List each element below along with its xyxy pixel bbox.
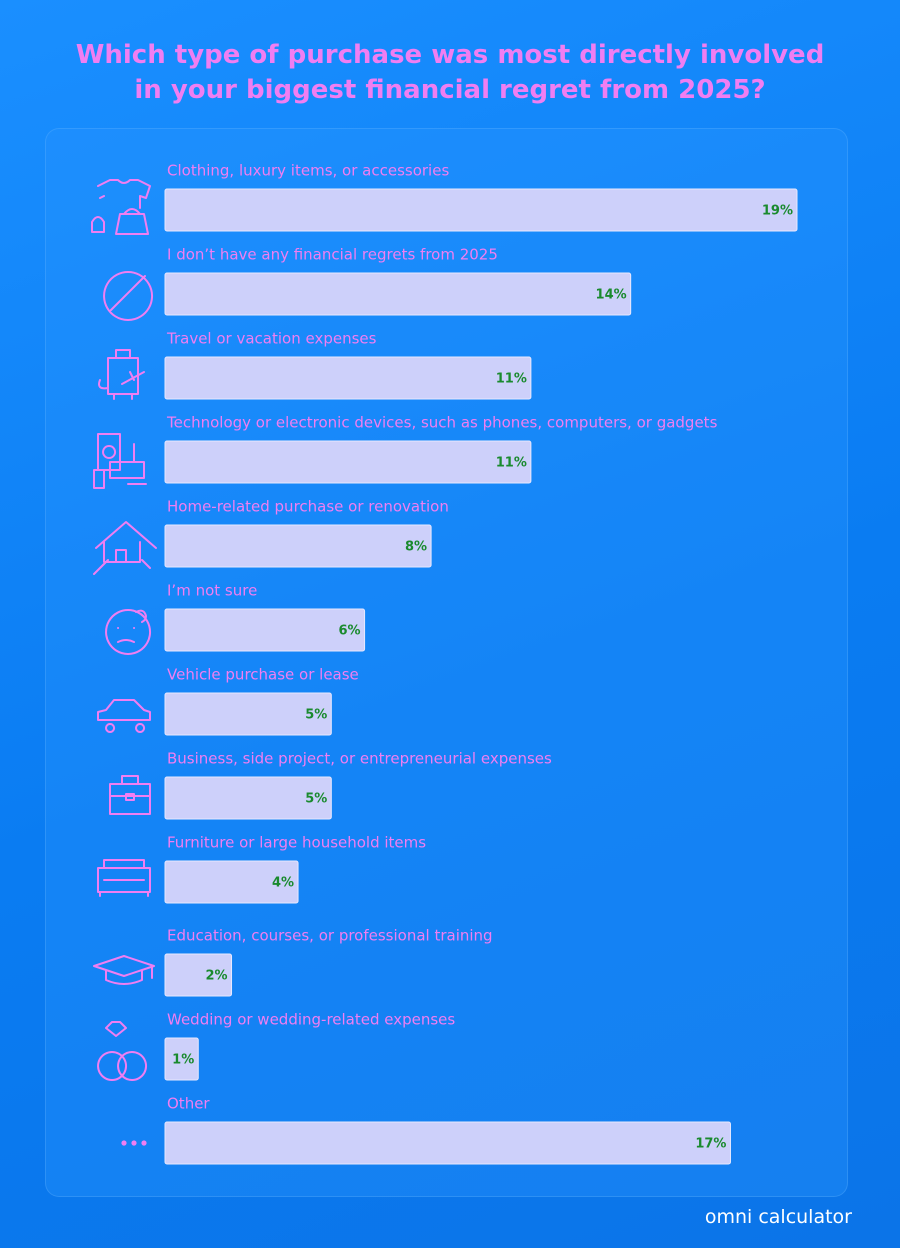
category-icon (121, 1140, 127, 1146)
value-label: 11% (496, 456, 527, 471)
category-icon (131, 1140, 137, 1146)
value-label: 19% (762, 204, 793, 219)
category-icon (97, 1021, 148, 1081)
bar (164, 692, 332, 736)
bar (164, 356, 532, 400)
value-label: 1% (172, 1053, 194, 1068)
category-label: Clothing, luxury items, or accessories (167, 162, 449, 180)
value-label: 17% (695, 1137, 726, 1152)
category-label: I’m not sure (167, 582, 257, 600)
category-label: Furniture or large household items (167, 834, 426, 852)
value-label: 2% (205, 969, 227, 984)
category-icon (103, 271, 154, 321)
category-label: Other (167, 1095, 210, 1113)
category-label: Travel or vacation expenses (166, 330, 377, 348)
category-icon (109, 775, 151, 815)
bar (164, 524, 432, 568)
category-icon (97, 859, 151, 897)
value-label: 4% (272, 876, 294, 891)
bar (164, 1121, 731, 1165)
category-icon (105, 609, 152, 655)
bar (164, 860, 299, 904)
value-label: 11% (496, 372, 527, 387)
value-label: 6% (339, 624, 361, 639)
bar (164, 953, 233, 997)
category-label: Vehicle purchase or lease (167, 666, 359, 684)
bar (164, 272, 632, 316)
value-label: 5% (305, 708, 327, 723)
category-label: Business, side project, or entrepreneuri… (167, 750, 552, 768)
category-label: Wedding or wedding-related expenses (167, 1011, 455, 1029)
chart-title: Which type of purchase was most directly… (75, 40, 825, 105)
bar (164, 188, 798, 232)
bar (164, 608, 366, 652)
category-icon (98, 349, 145, 400)
category-icon (141, 1140, 147, 1146)
value-label: 8% (405, 540, 427, 555)
category-icon (93, 433, 147, 489)
bar (164, 1037, 199, 1081)
category-icon (93, 521, 157, 575)
bar (164, 776, 332, 820)
value-label: 14% (596, 288, 627, 303)
value-label: 5% (305, 792, 327, 807)
category-icon (91, 179, 151, 235)
category-label: Home-related purchase or renovation (167, 498, 449, 516)
category-label: Technology or electronic devices, such a… (166, 414, 718, 432)
category-label: I don’t have any financial regrets from … (167, 246, 498, 264)
category-label: Education, courses, or professional trai… (167, 927, 493, 945)
category-icon (93, 955, 155, 985)
bar (164, 440, 532, 484)
category-icon (97, 699, 151, 733)
brand-logo: omni calculator (704, 1206, 852, 1228)
